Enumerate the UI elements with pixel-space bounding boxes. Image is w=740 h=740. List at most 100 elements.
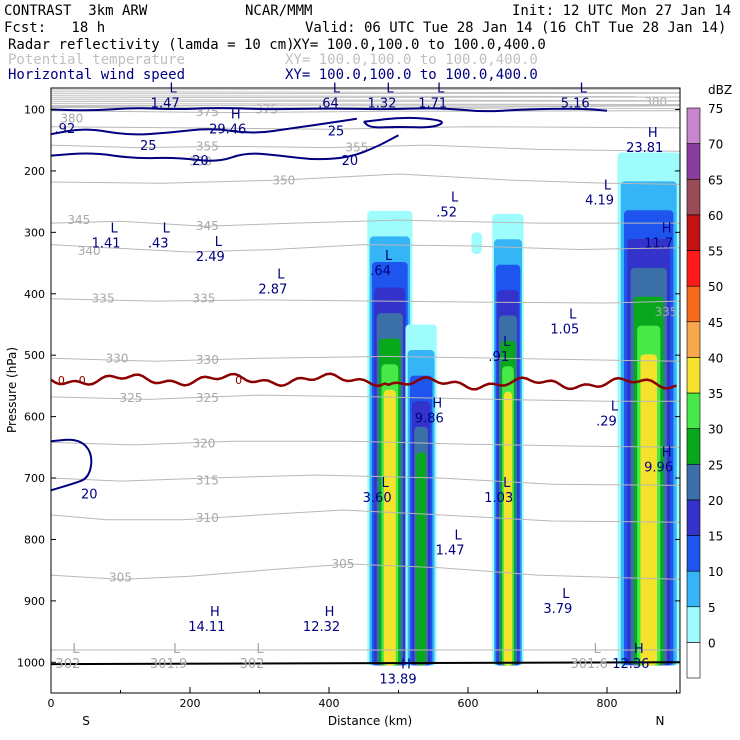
colorbar-label: 40 [708, 351, 723, 365]
extremum-value: 1.47 [151, 96, 180, 111]
extremum-low-marker: L [386, 81, 394, 96]
theta-label: 335 [655, 305, 678, 319]
theta-contour-375 [51, 110, 680, 114]
y-tick-label: 100 [24, 103, 45, 116]
colorbar-swatch-15 [686, 535, 701, 572]
y-tick-label: 800 [24, 533, 45, 546]
extremum-low-marker: L [580, 81, 588, 96]
field-theta-xy: XY= 100.0,100.0 to 100.0,400.0 [285, 52, 538, 68]
extremum-high-marker: H [231, 108, 241, 123]
theta-contour-310 [51, 509, 680, 523]
extremum-value: 12.32 [303, 620, 340, 635]
wind-contour-20 [51, 438, 93, 492]
extremum-high-marker: H [648, 126, 658, 141]
reflectivity-cell-4-level-8 [640, 354, 658, 666]
y-axis-title: Pressure (hPa) [5, 347, 19, 433]
theta-contour-upper [51, 91, 680, 94]
extremum-value: 12.36 [612, 657, 649, 672]
extremum-low-marker: L [277, 267, 285, 282]
reflectivity-cell-3-level-1 [471, 232, 482, 254]
extremum-value: 5.16 [561, 96, 590, 111]
wind-label: .92 [55, 122, 76, 137]
theta-contour-350 [51, 173, 680, 185]
theta-label: 345 [196, 219, 219, 233]
colorbar-label: 20 [708, 494, 723, 508]
y-tick-label: 900 [24, 595, 45, 608]
colorbar-swatch-50 [686, 285, 701, 323]
extremum-value: 3.79 [543, 602, 572, 617]
extremum-low-marker: L [451, 191, 459, 206]
theta-contour-330 [51, 355, 680, 362]
theta-label: 380 [60, 112, 83, 126]
extremum-low-marker: L [611, 399, 619, 414]
init-time: Init: 12 UTC Mon 27 Jan 14 [512, 3, 732, 19]
wind-contour-20 [363, 116, 443, 129]
extremum-high-marker: H [662, 446, 672, 461]
freezing-level-label: 0 [235, 374, 242, 387]
x-tick-label: 0 [48, 697, 55, 710]
extremum-low-marker: L [382, 476, 390, 491]
wind-contour-25 [51, 107, 608, 113]
forecast-hour: Fcst: 18 h [4, 20, 106, 36]
extremum-value: 1.32 [368, 96, 397, 111]
colorbar-swatch-45 [686, 321, 701, 358]
theta-label: 330 [106, 351, 129, 365]
theta-label: 350 [272, 174, 295, 188]
theta-label: 380 [644, 95, 667, 109]
extremum-low-marker: L [170, 81, 178, 96]
wind-label: 25 [328, 124, 345, 139]
theta-label: 325 [119, 391, 142, 405]
theta-label: 305 [109, 571, 132, 585]
wind-contour-25 [51, 117, 357, 136]
freezing-level-line [51, 372, 677, 391]
extremum-value: .64 [370, 264, 391, 279]
y-tick-label: 500 [24, 349, 45, 362]
theta-contour-355 [51, 144, 680, 152]
extremum-value: 301.9 [150, 657, 187, 672]
field-reflectivity-xy: XY= 100.0,100.0 to 100.0,400.0 [293, 37, 546, 53]
colorbar-label: 35 [708, 387, 723, 401]
reflectivity-cell-1-level-6 [416, 452, 426, 666]
theta-label: 340 [78, 244, 101, 258]
model-title: CONTRAST 3km ARW [4, 3, 148, 19]
colorbar-swatch-0 [686, 642, 701, 679]
field-reflectivity-name: Radar reflectivity (lamda = 10 cm) [8, 37, 295, 53]
extremum-value: 1.05 [550, 322, 579, 337]
plot-background [51, 88, 680, 693]
colorbar-label: 0 [708, 636, 716, 650]
colorbar: 0 5 10 15 20 25 30 35 40 45 50 55 60 65 70 75 [686, 102, 723, 679]
x-tick-label: 800 [597, 697, 618, 710]
extremum-value: 1.41 [92, 236, 121, 251]
theta-contour-305 [51, 563, 680, 580]
colorbar-label: 15 [708, 530, 723, 544]
field-wind-name: Horizontal wind speed [8, 67, 186, 83]
extremum-value: .64 [318, 96, 339, 111]
extremum-value: 1.71 [418, 96, 447, 111]
colorbar-label: 5 [708, 601, 716, 615]
theta-contour-upper [51, 96, 680, 99]
colorbar-label: 25 [708, 458, 723, 472]
theta-label: 345 [67, 213, 90, 227]
field-theta-name: Potential temperature [8, 52, 186, 68]
valid-time: Valid: 06 UTC Tue 28 Jan 14 (16 ChT Tue … [305, 20, 727, 36]
extremum-low-marker: L [110, 221, 118, 236]
colorbar-label: 65 [708, 173, 723, 187]
theta-label: 350 [189, 155, 212, 169]
theta-contour-upper [51, 100, 680, 103]
y-tick-label: 700 [24, 472, 45, 485]
x-end-label-south: S [82, 714, 90, 728]
colorbar-label: 60 [708, 209, 723, 223]
extremum-value: .29 [596, 414, 617, 429]
colorbar-swatch-30 [686, 428, 701, 465]
wind-contour-20 [51, 134, 399, 162]
theta-label: 375 [196, 105, 219, 119]
extremum-value: 29.46 [209, 123, 246, 138]
theta-label: 355 [345, 141, 368, 155]
theta-label: 320 [192, 437, 215, 451]
extremum-low-marker: L [333, 81, 341, 96]
colorbar-swatch-35 [686, 392, 701, 429]
theta-contour-340 [51, 244, 680, 253]
wind-label: 20 [192, 154, 209, 169]
theta-contour-335 [51, 298, 680, 304]
